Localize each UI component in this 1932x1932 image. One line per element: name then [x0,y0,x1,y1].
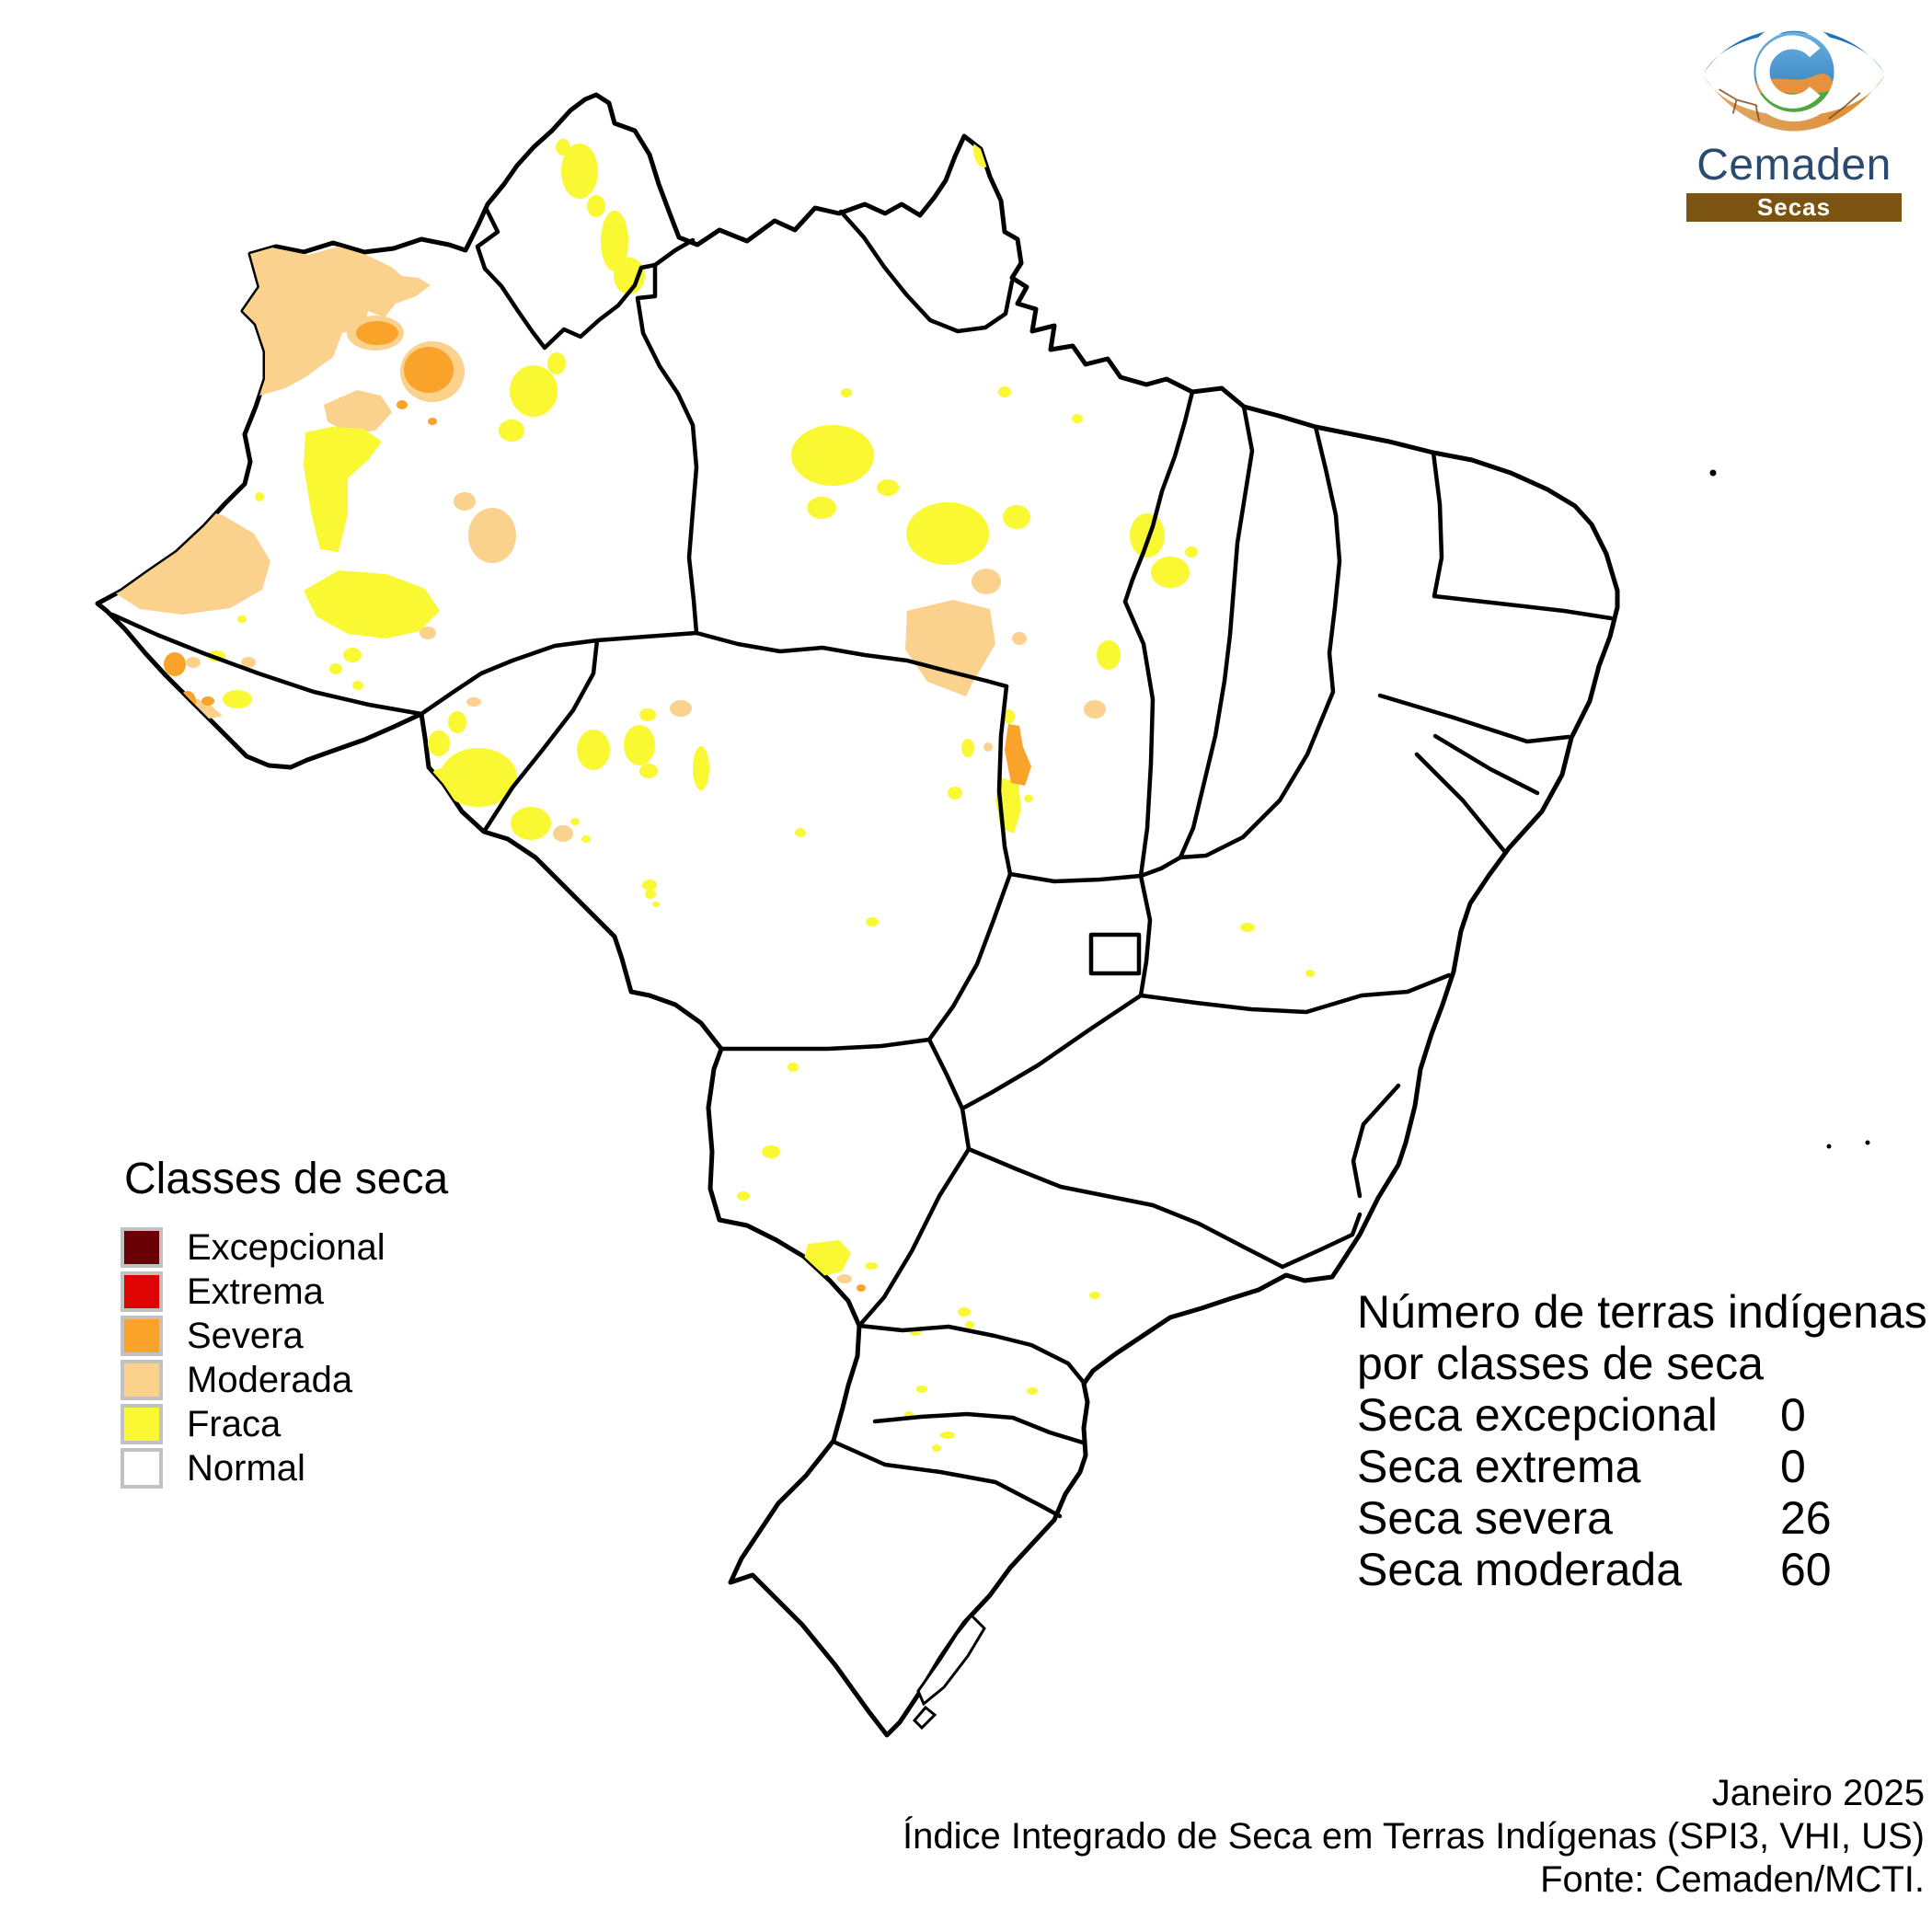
legend-swatch-excepcional [121,1227,163,1269]
legend-label: Severa [187,1316,304,1357]
stats-label: Seca severa [1357,1492,1613,1544]
cemaden-logo-banner: Secas [1686,192,1902,222]
footer-index-description: Índice Integrado de Seca em Terras Indíg… [903,1816,1925,1857]
stats-label: Seca moderada [1357,1544,1683,1595]
cemaden-logo-name: Cemaden [1696,141,1892,190]
legend-label: Moderada [187,1360,353,1401]
cemaden-eye-icon [1703,22,1885,132]
lagoa-mirim [912,1705,937,1731]
stats-value: 0 [1780,1389,1806,1441]
legend-label: Fraca [187,1404,282,1445]
stats-title-line1: Número de terras indígenas [1357,1286,1927,1338]
stats-label: Seca excepcional [1357,1389,1718,1441]
stats-title-line2: por classes de seca [1357,1338,1764,1389]
federal-district-outline [1088,932,1142,976]
stats-row-moderada: Seca moderada 60 [1357,1544,1927,1595]
legend-swatch-moderada [121,1360,163,1401]
cemaden-logo-subtitle: Secas [1756,192,1832,221]
map-footer: Janeiro 2025 Índice Integrado de Seca em… [903,1772,1925,1902]
legend-swatch-fraca [121,1404,163,1445]
stats-label: Seca extrema [1357,1441,1641,1492]
stats-row-severa: Seca severa 26 [1357,1492,1927,1544]
legend-item-normal: Normal [121,1447,448,1490]
legend-swatch-normal [121,1448,163,1489]
indigenous-lands-stats: Número de terras indígenas por classes d… [1357,1286,1927,1595]
legend-item-severa: Severa [121,1315,448,1358]
oceanic-islands [1709,469,1870,1149]
stats-value: 26 [1780,1492,1832,1544]
legend-item-fraca: Fraca [121,1403,448,1446]
legend-item-extrema: Extrema [121,1271,448,1314]
stats-row-extrema: Seca extrema 0 [1357,1441,1927,1492]
lagoa-dos-patos [916,1613,986,1707]
legend-label: Normal [187,1448,305,1489]
legend-swatch-severa [121,1316,163,1357]
legend-label: Excepcional [187,1227,385,1269]
legend-item-moderada: Moderada [121,1359,448,1402]
legend-item-excepcional: Excepcional [121,1226,448,1270]
legend-label: Extrema [187,1271,324,1313]
legend-swatch-extrema [121,1271,163,1313]
state-borders [109,205,1614,1519]
footer-source: Fonte: Cemaden/MCTI. [1540,1859,1925,1900]
drought-legend: Classes de seca Excepcional Extrema Seve… [121,1155,449,1490]
stats-row-excepcional: Seca excepcional 0 [1357,1389,1927,1441]
legend-title: Classes de seca [124,1155,449,1203]
stats-value: 0 [1780,1441,1806,1492]
stats-value: 60 [1780,1544,1832,1595]
cemaden-logo: Cemaden Secas [1686,9,1902,222]
footer-date: Janeiro 2025 [1711,1773,1925,1813]
